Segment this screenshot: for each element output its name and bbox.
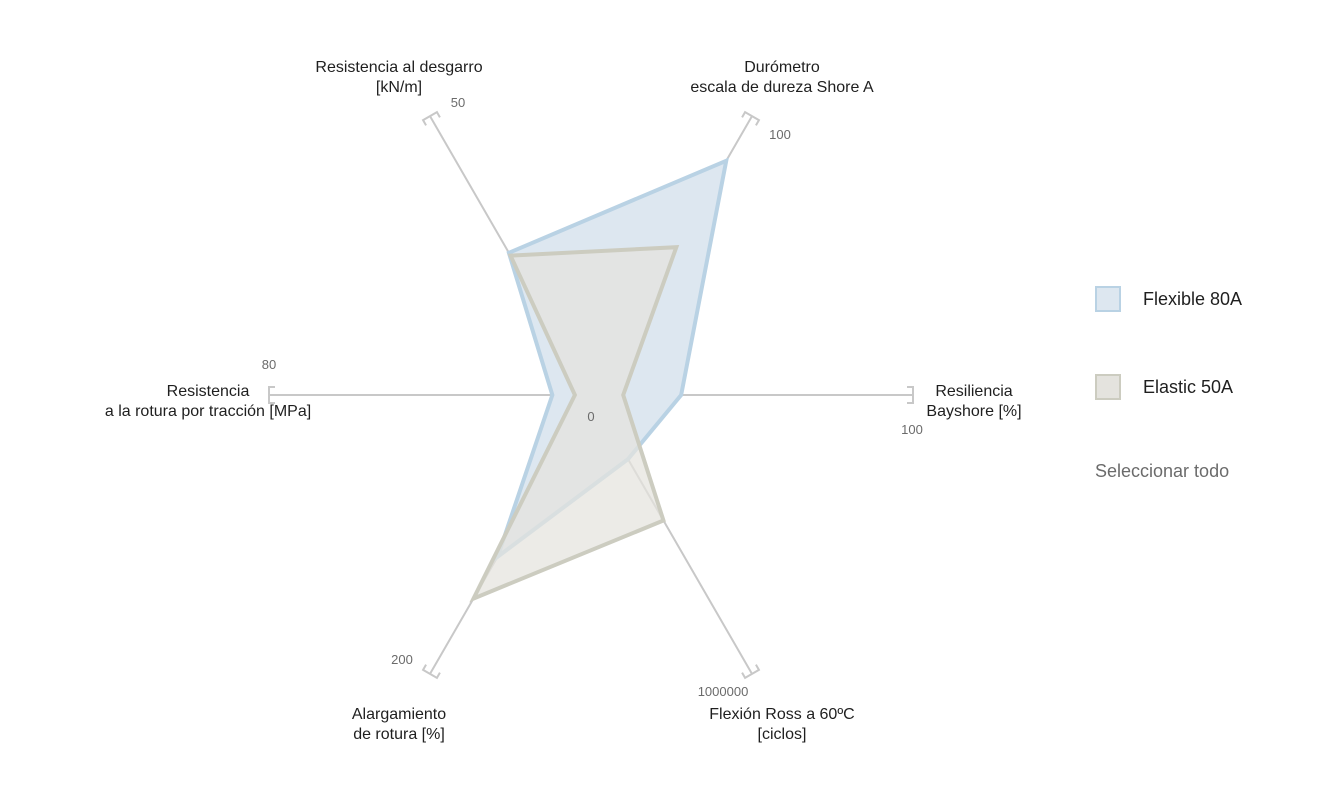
axis-label-line: Alargamiento — [352, 706, 446, 723]
axis-end-cap — [421, 110, 441, 126]
legend-swatch — [1095, 286, 1121, 312]
select-all-button[interactable]: Seleccionar todo — [1095, 461, 1230, 481]
axis-label: Resistencia al desgarro [kN/m] — [315, 59, 482, 96]
legend-item-elastic-50a[interactable]: Elastic 50A — [1095, 371, 1305, 403]
legend-label: Elastic 50A — [1143, 376, 1234, 397]
axis-end-cap — [421, 664, 441, 680]
axis-label-line: Resiliencia — [935, 383, 1012, 400]
series-area-elastic-50a[interactable] — [469, 245, 680, 603]
axis-label: Flexión Ross a 60ºC [ciclos] — [709, 706, 854, 743]
axis-label: Durómetro escala de dureza Shore A — [690, 59, 874, 96]
legend-item-flexible-80a[interactable]: Flexible 80A — [1095, 283, 1305, 315]
axis-label: Resistencia a la rotura por tracción [MPa… — [105, 383, 311, 420]
axis-max-tick-label: 200 — [391, 652, 413, 667]
axis-label-line: Bayshore [%] — [926, 403, 1021, 420]
legend: Flexible 80A Elastic 50A — [1095, 283, 1305, 459]
axis-end-cap — [268, 386, 275, 404]
axis-max-tick-label: 80 — [262, 357, 276, 372]
axis-max-tick-label: 100 — [769, 127, 791, 142]
radar-tick-labels: 50 100 100 1000000 200 80 — [262, 95, 923, 699]
axis-label: Alargamiento de rotura [%] — [352, 706, 446, 743]
axis-end-cap — [907, 386, 914, 404]
radar-chart: 50 100 100 1000000 200 80 Resistencia al desg… — [105, 59, 1022, 743]
axis-label-line: escala de dureza Shore A — [690, 79, 874, 96]
axis-end-cap — [741, 664, 761, 680]
axis-end-cap — [741, 110, 761, 126]
center-tick-label: 0 — [587, 409, 594, 424]
radar-series — [469, 157, 729, 603]
axis-max-tick-label: 50 — [451, 95, 465, 110]
axis-max-tick-label: 1000000 — [698, 684, 749, 699]
axis-label-line: Durómetro — [744, 59, 820, 76]
axis-label-line: [kN/m] — [376, 79, 422, 96]
axis-max-tick-label: 100 — [901, 422, 923, 437]
axis-label-line: de rotura [%] — [353, 726, 445, 743]
axis-label-line: Flexión Ross a 60ºC — [709, 706, 854, 723]
axis-label: Resiliencia Bayshore [%] — [926, 383, 1021, 420]
legend-label: Flexible 80A — [1143, 288, 1243, 309]
axis-label-line: Resistencia — [167, 383, 250, 400]
axis-label-line: [ciclos] — [758, 726, 807, 743]
axis-label-line: a la rotura por tracción [MPa] — [105, 403, 311, 420]
radar-axis-labels: Resistencia al desgarro [kN/m] Durómetro es… — [105, 59, 1022, 743]
legend-swatch — [1095, 374, 1121, 400]
axis-label-line: Resistencia al desgarro — [315, 59, 482, 76]
